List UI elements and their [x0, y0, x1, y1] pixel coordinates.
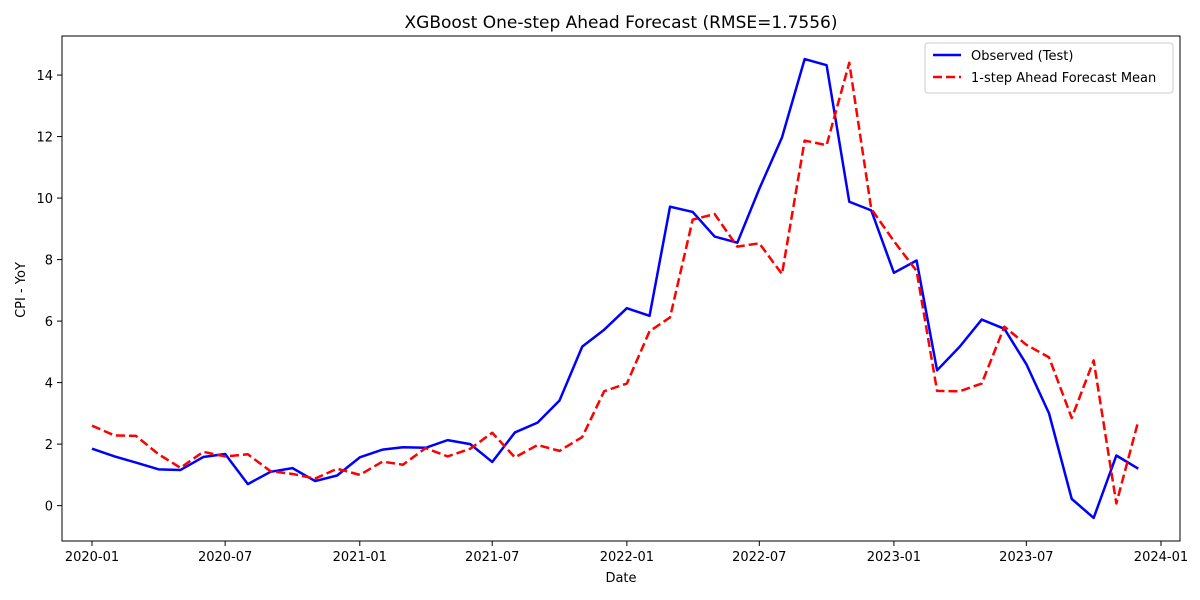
x-tick-label: 2023-01 [867, 550, 921, 565]
legend: Observed (Test) 1-step Ahead Forecast Mea… [924, 42, 1174, 94]
chart-title: XGBoost One-step Ahead Forecast (RMSE=1.… [405, 13, 838, 33]
series-line-2 [91, 61, 1140, 505]
x-tick-label: 2020-01 [65, 550, 119, 565]
series-line-1 [91, 57, 1139, 520]
x-tick-label: 2022-07 [732, 550, 786, 565]
plot-area: 2020-01 2020-07 2021-01 2021-07 2022-01 2022-… [36, 35, 1188, 565]
y-tick-label: 6 [45, 315, 53, 330]
x-tick-label: 2024-01 [1134, 550, 1188, 565]
y-tick-label: 14 [36, 69, 53, 84]
legend-label-2: 1-step Ahead Forecast Mean [971, 71, 1156, 86]
x-tick-label: 2021-07 [465, 550, 519, 565]
x-axis-title: Date [605, 571, 636, 586]
y-tick-label: 0 [45, 500, 53, 515]
x-tick-label: 2023-07 [999, 550, 1053, 565]
y-tick-label: 2 [45, 438, 53, 453]
y-tick-label: 4 [45, 377, 53, 392]
y-tick-label: 12 [36, 131, 53, 146]
axes-frame [61, 35, 1181, 542]
x-tick-label: 2021-01 [333, 550, 387, 565]
x-tick-label: 2022-01 [600, 550, 654, 565]
legend-label-1: Observed (Test) [971, 49, 1073, 64]
legend-box [924, 42, 1174, 94]
y-tick-label: 10 [36, 192, 53, 207]
y-axis-title: CPI - YoY [14, 262, 29, 318]
x-tick-label: 2020-07 [198, 550, 252, 565]
y-tick-label: 8 [45, 254, 53, 269]
